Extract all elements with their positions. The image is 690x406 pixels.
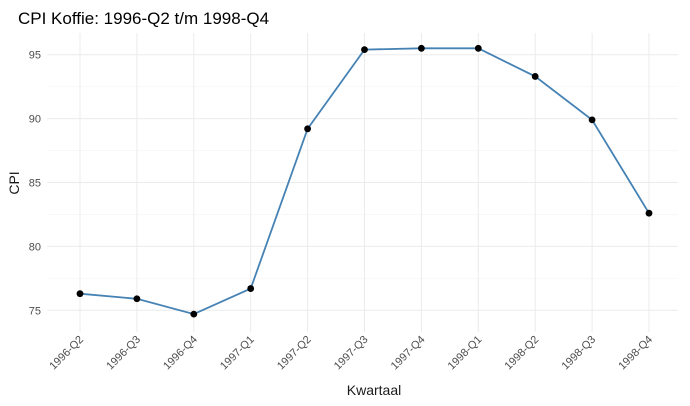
data-point bbox=[588, 116, 596, 124]
data-point bbox=[190, 310, 198, 318]
data-point bbox=[474, 44, 482, 52]
y-tick-labels: 75 80 85 90 95 bbox=[29, 50, 41, 318]
gridlines bbox=[47, 33, 678, 332]
y-tick-label: 85 bbox=[29, 178, 41, 190]
data-point bbox=[133, 295, 141, 303]
x-tick-labels: 1996-Q2 1996-Q3 1996-Q4 1997-Q1 1997-Q2 1997-… bbox=[47, 334, 655, 373]
x-tick-label: 1996-Q2 bbox=[47, 334, 86, 373]
data-point bbox=[247, 285, 255, 292]
y-tick-label: 80 bbox=[29, 241, 41, 253]
data-point bbox=[76, 290, 84, 298]
x-tick-label: 1997-Q1 bbox=[218, 334, 257, 373]
x-tick-label: 1997-Q2 bbox=[275, 334, 314, 373]
x-tick-label: 1998-Q4 bbox=[616, 334, 655, 373]
data-point bbox=[645, 209, 653, 217]
data-point bbox=[361, 46, 368, 54]
y-axis-label: CPI bbox=[6, 171, 22, 194]
data-point bbox=[531, 73, 539, 80]
y-tick-label: 90 bbox=[29, 114, 41, 126]
chart-title: CPI Koffie: 1996-Q2 t/m 1998-Q4 bbox=[18, 9, 269, 28]
data-points bbox=[76, 44, 653, 318]
y-tick-label: 75 bbox=[29, 305, 41, 317]
y-tick-label: 95 bbox=[29, 50, 41, 62]
data-point bbox=[304, 125, 311, 133]
x-tick-label: 1998-Q1 bbox=[446, 334, 485, 373]
x-tick-label: 1997-Q4 bbox=[389, 334, 428, 373]
x-tick-label: 1996-Q4 bbox=[161, 334, 200, 373]
x-axis-label: Kwartaal bbox=[347, 382, 401, 398]
x-tick-label: 1998-Q2 bbox=[503, 334, 542, 373]
x-tick-label: 1996-Q3 bbox=[104, 334, 143, 373]
data-point bbox=[418, 44, 425, 52]
x-tick-label: 1997-Q3 bbox=[332, 334, 371, 373]
x-tick-label: 1998-Q3 bbox=[559, 334, 598, 373]
